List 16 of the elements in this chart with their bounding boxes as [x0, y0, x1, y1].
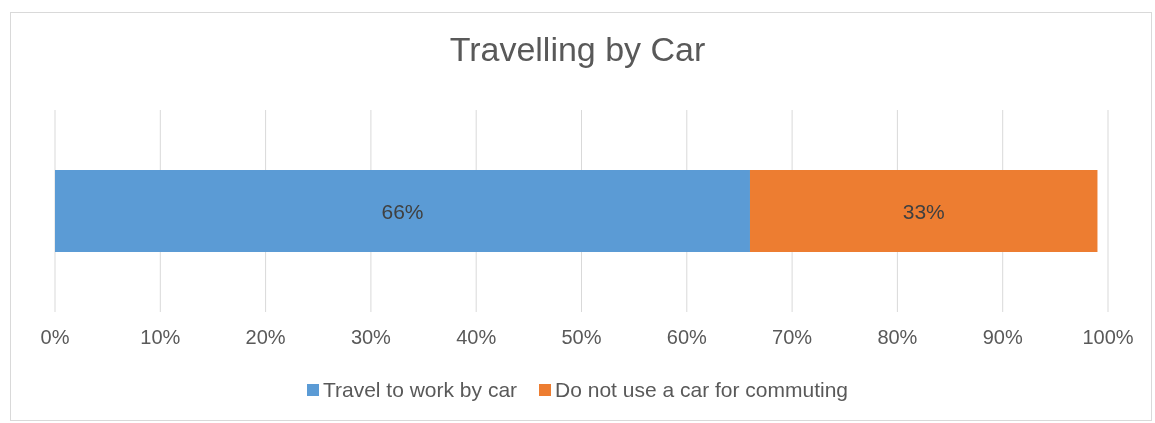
- x-tick-label: 100%: [1082, 326, 1134, 349]
- x-tick-label: 70%: [772, 326, 813, 349]
- data-label: 33%: [902, 199, 945, 223]
- x-tick-label: 30%: [350, 326, 392, 349]
- x-tick-label: 0%: [40, 326, 70, 349]
- x-tick-label: 20%: [245, 326, 286, 349]
- x-tick-label: 40%: [456, 326, 497, 349]
- x-tick-label: 90%: [982, 326, 1023, 349]
- x-tick-label: 80%: [877, 326, 918, 349]
- legend-label: Travel to work by car: [322, 378, 518, 402]
- x-tick-label: 10%: [140, 326, 181, 349]
- chart-title: Travelling by Car: [448, 30, 707, 69]
- data-label: 66%: [381, 199, 424, 223]
- x-tick-label: 50%: [561, 326, 602, 349]
- x-tick-label: 60%: [666, 326, 708, 349]
- legend-label: Do not use a car for commuting: [555, 378, 849, 402]
